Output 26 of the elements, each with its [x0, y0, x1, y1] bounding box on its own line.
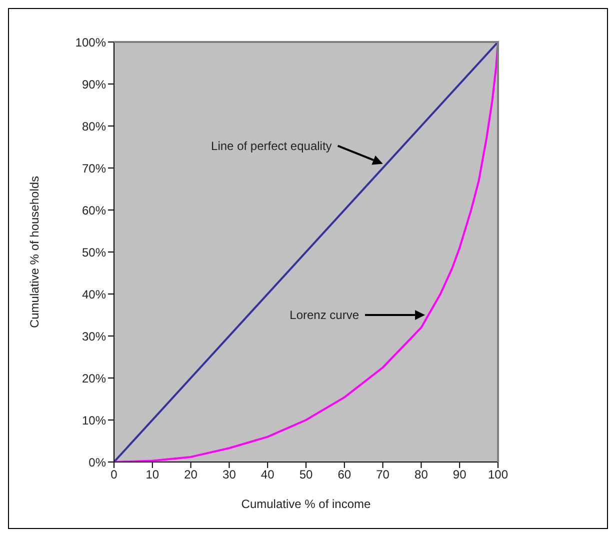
y-axis-title: Cumulative % of households: [27, 176, 42, 328]
x-tick-label: 40: [260, 468, 275, 482]
y-tick-label: 90%: [82, 77, 106, 92]
y-tick-label: 10%: [82, 413, 106, 428]
x-tick-label: 0: [110, 468, 118, 482]
y-tick-label: 60%: [82, 203, 106, 218]
x-tick-label: 100: [488, 468, 508, 482]
x-tick-label: 10: [146, 468, 160, 482]
x-tick-label: 80: [414, 468, 428, 482]
x-tick-label: 20: [184, 468, 198, 482]
y-tick-label: 30%: [82, 329, 106, 344]
y-tick-label: 40%: [82, 287, 106, 302]
y-tick-label: 20%: [82, 371, 106, 386]
x-tick-label: 90: [452, 468, 467, 482]
y-tick-label: 50%: [82, 245, 106, 260]
x-axis-title: Cumulative % of income: [241, 497, 372, 511]
x-tick-label: 30: [222, 468, 236, 482]
annotation: Lorenz curve: [290, 308, 360, 322]
x-tick-label: 60: [338, 468, 352, 482]
y-tick-label: 80%: [82, 119, 106, 134]
y-tick-label: 0%: [88, 455, 106, 470]
x-tick-label: 50: [299, 468, 313, 482]
y-tick-label: 70%: [82, 161, 106, 176]
x-tick-label: 70: [376, 468, 390, 482]
annotation: Line of perfect equality: [211, 138, 332, 153]
y-tick-label: 100%: [75, 35, 106, 50]
